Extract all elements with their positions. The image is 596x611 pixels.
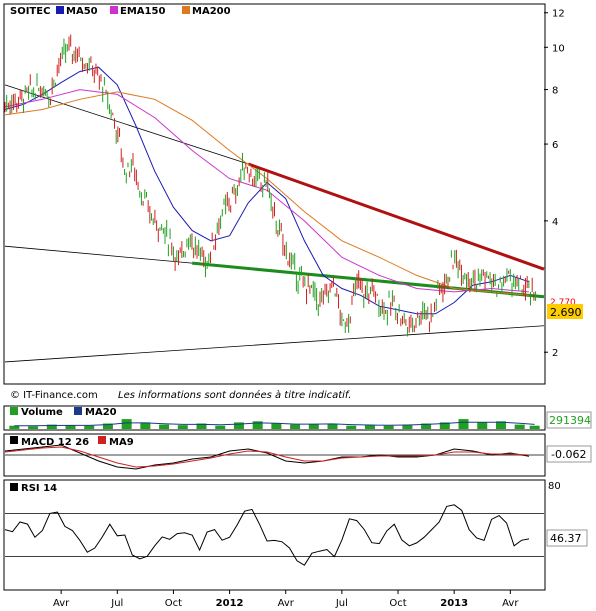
x-tick-label: Oct: [389, 598, 406, 609]
rsi-panel-frame: [3, 479, 546, 591]
legend-swatch-ma200: [182, 6, 190, 14]
volume-value: 291394: [549, 414, 591, 427]
legend-swatch-ma50: [56, 6, 64, 14]
x-tick-label: 2013: [440, 598, 468, 609]
legend-label-rsi: RSI 14: [21, 483, 57, 494]
price-y-tick-label: 12: [552, 9, 565, 20]
legend-swatch-volume: [10, 407, 18, 415]
trendline: [4, 245, 193, 264]
volume-bar: [84, 425, 95, 429]
legend-label-macd-ma9: MA9: [109, 437, 134, 448]
price-y-tick-label: 8: [552, 86, 558, 97]
rsi-panel: RSI 14 80 46.37: [3, 479, 588, 591]
price-y-tick-label: 6: [552, 140, 558, 151]
volume-bar: [271, 423, 282, 429]
volume-bar: [290, 424, 301, 429]
price-y-axis: 2 4 6 8 10 12: [544, 9, 565, 359]
volume-bar: [159, 424, 170, 429]
rsi-content: [4, 504, 544, 566]
svg-text:2.770: 2.770: [550, 298, 576, 308]
volume-bar: [121, 419, 132, 429]
price-y-tick-label: 10: [552, 43, 565, 54]
volume-bar: [477, 422, 488, 429]
legend-label-ema150: EMA150: [120, 6, 165, 17]
price-label-hidden: 2.770: [547, 297, 583, 308]
price-y-tick-label: 4: [552, 217, 558, 228]
x-tick-label: Avr: [53, 598, 70, 609]
rsi-value: 46.37: [550, 532, 582, 545]
legend-swatch-volume-ma20: [74, 407, 82, 415]
last-price-value: 2.690: [550, 306, 582, 319]
volume-panel: Volume MA20 291394: [3, 405, 592, 431]
volume-bar: [495, 421, 506, 429]
legend-label-volume: Volume: [21, 407, 63, 418]
rsi-value-box: [546, 529, 588, 547]
legend-label-macd: MACD 12 26: [21, 437, 89, 448]
volume-bar: [514, 424, 525, 429]
chart-footer: © IT-Finance.com Les informations sont d…: [10, 389, 351, 401]
last-price-box: [547, 304, 583, 319]
source-label: © IT-Finance.com: [10, 390, 98, 401]
volume-bar: [177, 425, 188, 429]
macd-value: -0.062: [551, 448, 586, 461]
volume-content: [9, 419, 540, 429]
macd-panel: MACD 12 26 MA9 -0.062: [3, 433, 592, 477]
trendline: [247, 162, 545, 271]
price-y-tick-label: 2: [552, 348, 558, 359]
price-candles: [4, 34, 537, 337]
volume-ma20-line: [14, 421, 535, 427]
legend-label-ma200: MA200: [192, 6, 231, 17]
legend-swatch-ema150: [110, 6, 118, 14]
legend: SOITEC MA50 EMA150 MA200: [10, 6, 231, 17]
macd-value-box: [546, 445, 592, 463]
x-tick-label: Jul: [110, 598, 123, 609]
volume-bar: [383, 425, 394, 429]
trendline: [4, 325, 545, 363]
rsi-tick-80: 80: [548, 481, 561, 492]
x-tick-label: Avr: [502, 598, 519, 609]
legend-label-ma50: MA50: [66, 6, 98, 17]
volume-bar: [9, 425, 20, 429]
volume-bar: [140, 422, 151, 429]
volume-bar: [46, 424, 57, 429]
x-axis: Avr Jul Oct 2012 Avr Jul Oct 2013 Avr: [53, 590, 519, 609]
volume-bar: [196, 423, 207, 429]
legend-swatch-rsi: [10, 483, 18, 491]
volume-bar: [529, 425, 540, 429]
legend-swatch-macd-ma9: [98, 436, 106, 444]
price-panel-frame: [3, 3, 546, 385]
volume-bar: [327, 423, 338, 429]
macd-series-line: [4, 446, 530, 468]
macd-series-line: [4, 444, 530, 470]
volume-bar: [458, 419, 469, 429]
volume-bar: [28, 426, 39, 429]
legend-label-volume-ma20: MA20: [85, 407, 117, 418]
macd-content: [4, 444, 544, 470]
volume-bar: [402, 424, 413, 429]
series-line-ma200: [4, 91, 530, 296]
x-tick-label: 2012: [216, 598, 244, 609]
volume-bar: [346, 425, 357, 429]
legend-swatch-macd: [10, 436, 18, 444]
volume-bar: [439, 422, 450, 429]
volume-bar: [215, 425, 226, 429]
last-price-badge: 2.690: [547, 304, 583, 319]
volume-bar: [102, 423, 113, 429]
volume-bar: [65, 425, 76, 429]
rsi-line: [4, 504, 530, 566]
disclaimer-label: Les informations sont données à titre in…: [118, 389, 351, 401]
volume-bar: [233, 422, 244, 429]
price-content: [4, 34, 545, 363]
chart-title: SOITEC: [10, 6, 50, 17]
volume-bar: [308, 424, 319, 429]
volume-value-box: [546, 411, 592, 429]
x-tick-label: Avr: [278, 598, 295, 609]
volume-bar: [364, 425, 375, 429]
x-tick-label: Oct: [165, 598, 182, 609]
volume-bar: [252, 421, 263, 429]
x-tick-label: Jul: [335, 598, 348, 609]
volume-bar: [421, 423, 432, 429]
